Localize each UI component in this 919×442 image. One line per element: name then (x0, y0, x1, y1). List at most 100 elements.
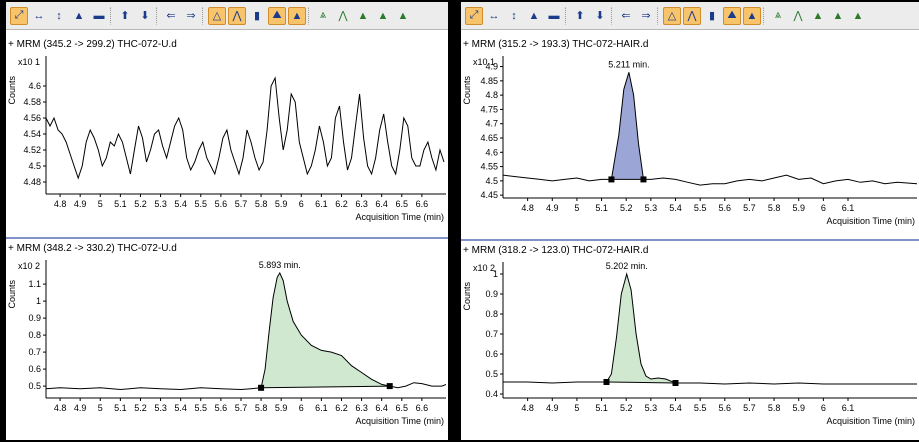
autoscale-icon[interactable]: ⤢ (10, 6, 28, 25)
peak-label-icon[interactable]: ▲ (73, 9, 85, 22)
compare-icon[interactable]: ▲ (832, 9, 844, 22)
integrate-icon[interactable]: △ (208, 6, 226, 25)
baseline-icon[interactable]: ▬ (93, 9, 105, 22)
y-tick-label: 4.75 (480, 104, 498, 114)
chromatogram-title: + MRM (345.2 -> 299.2) THC-072-U.d (8, 39, 177, 50)
zoom-peak-icon[interactable]: ▲ (397, 9, 409, 22)
smooth-icon[interactable]: ⩓ (319, 9, 327, 21)
y-tick-label: 4.5 (485, 176, 498, 186)
back-icon[interactable]: ⇐ (621, 10, 631, 22)
bar-chart-icon[interactable]: ▮ (253, 10, 261, 22)
baseline-icon[interactable]: ▬ (548, 9, 560, 22)
peak-find-icon[interactable]: ⛰ (723, 6, 741, 25)
y-tick-label: 0.5 (28, 381, 41, 391)
y-multiplier: x10 2 (473, 263, 495, 273)
x-tick-label: 5.1 (595, 203, 608, 213)
x-tick-label: 4.9 (546, 403, 559, 413)
x-tick-label: 5.2 (134, 403, 147, 413)
y-tick-label: 0.4 (485, 389, 498, 399)
chromatogram-plot: + MRM (348.2 -> 330.2) THC-072-U.d Counts… (7, 243, 446, 426)
x-tick-label: 5.7 (743, 203, 756, 213)
spectrum-icon[interactable]: ⋀ (793, 10, 803, 22)
right-chromatogram-window: ⤢ ↔ ↕ ▲ ▬ ⬆ ⬇ ⇐ ⇒ △ ⋀ ▮ ⛰ ▲ ⩓ ⋀ ▲ ▲ ▲ + MRM (315.2 -> 193.… (459, 0, 919, 442)
peak-find-icon[interactable]: ⛰ (268, 6, 286, 25)
integration-baseline (606, 381, 676, 384)
zoom-y-icon[interactable]: ↕ (56, 9, 62, 22)
export-icon[interactable]: ⬆ (575, 10, 585, 22)
y-tick-label: 0.7 (485, 329, 498, 339)
chromatogram-top[interactable]: + MRM (315.2 -> 193.3) THC-072-HAIR.d Cou… (461, 38, 919, 238)
x-tick-label: 4.9 (74, 199, 87, 209)
chromatogram-title: + MRM (318.2 -> 123.0) THC-072-HAIR.d (463, 245, 648, 256)
copy-icon[interactable]: ⬇ (595, 10, 605, 22)
x-tick-label: 5.3 (645, 403, 658, 413)
chromatogram-trace (503, 72, 917, 186)
chart-divider (6, 237, 448, 239)
y-tick-label: 1.1 (28, 279, 41, 289)
forward-icon[interactable]: ⇒ (186, 10, 196, 22)
integrate-icon[interactable]: △ (663, 6, 681, 25)
integrated-peak-area (261, 273, 390, 388)
back-icon[interactable]: ⇐ (166, 10, 176, 22)
integration-start-marker[interactable] (608, 176, 615, 183)
integration-start-marker[interactable] (258, 384, 265, 391)
y-tick-label: 0.9 (28, 313, 41, 323)
toolbar-separator (611, 6, 615, 25)
y-tick-label: 4.8 (485, 90, 498, 100)
zoom-peak-icon[interactable]: ▲ (852, 9, 864, 22)
peak-rt-label: 5.211 min. (608, 59, 649, 69)
x-tick-label: 5.4 (174, 403, 187, 413)
x-tick-label: 4.8 (521, 403, 534, 413)
x-tick-label: 4.8 (521, 203, 534, 213)
integration-end-marker[interactable] (672, 380, 679, 386)
integration-start-marker[interactable] (603, 379, 610, 385)
x-tick-label: 5.9 (275, 199, 288, 209)
x-axis-label: Acquisition Time (min) (355, 416, 444, 426)
threshold-icon[interactable]: ▲ (743, 6, 761, 25)
x-tick-label: 5.4 (669, 203, 682, 213)
manual-integrate-icon[interactable]: ⋀ (228, 6, 246, 25)
x-tick-label: 5.3 (645, 203, 658, 213)
export-icon[interactable]: ⬆ (120, 10, 130, 22)
left-chromatogram-window: ⤢ ↔ ↕ ▲ ▬ ⬆ ⬇ ⇐ ⇒ △ ⋀ ▮ ⛰ ▲ ⩓ ⋀ ▲ ▲ ▲ + MRM (345.2 -> 299.… (4, 0, 450, 442)
copy-icon[interactable]: ⬇ (140, 10, 150, 22)
zoom-x-icon[interactable]: ↔ (33, 9, 45, 22)
y-tick-label: 4.85 (480, 76, 498, 86)
overlay-icon[interactable]: ▲ (357, 9, 369, 22)
peak-label-icon[interactable]: ▲ (528, 9, 540, 22)
autoscale-icon[interactable]: ⤢ (465, 6, 483, 25)
chromatogram-bottom[interactable]: + MRM (348.2 -> 330.2) THC-072-U.d Counts… (6, 242, 448, 438)
chromatogram-title: + MRM (315.2 -> 193.3) THC-072-HAIR.d (463, 39, 648, 50)
overlay-icon[interactable]: ▲ (812, 9, 824, 22)
x-tick-label: 4.9 (546, 203, 559, 213)
spectrum-icon[interactable]: ⋀ (338, 10, 348, 22)
x-tick-label: 5.8 (768, 203, 781, 213)
zoom-y-icon[interactable]: ↕ (511, 9, 517, 22)
integration-end-marker[interactable] (386, 383, 393, 390)
x-tick-label: 6.1 (315, 199, 328, 209)
x-tick-label: 5.4 (174, 199, 187, 209)
y-tick-label: 0.9 (485, 289, 498, 299)
manual-integrate-icon[interactable]: ⋀ (683, 6, 701, 25)
forward-icon[interactable]: ⇒ (641, 10, 651, 22)
smooth-icon[interactable]: ⩓ (774, 9, 782, 21)
chromatogram-top[interactable]: + MRM (345.2 -> 299.2) THC-072-U.d Counts… (6, 38, 448, 234)
x-tick-label: 5.1 (114, 199, 127, 209)
y-tick-label: 0.6 (28, 364, 41, 374)
zoom-x-icon[interactable]: ↔ (488, 9, 500, 22)
x-tick-label: 5.5 (694, 403, 707, 413)
x-tick-label: 5.5 (195, 403, 208, 413)
x-tick-label: 5.9 (792, 403, 805, 413)
x-tick-label: 6.2 (335, 403, 348, 413)
chromatogram-bottom[interactable]: + MRM (318.2 -> 123.0) THC-072-HAIR.d Cou… (461, 244, 919, 438)
x-tick-label: 5.8 (255, 403, 268, 413)
integrated-peak-area (611, 72, 644, 180)
y-multiplier: x10 1 (18, 57, 40, 67)
y-tick-label: 4.7 (485, 119, 498, 129)
x-tick-label: 5.7 (235, 403, 248, 413)
bar-chart-icon[interactable]: ▮ (708, 10, 716, 22)
compare-icon[interactable]: ▲ (377, 9, 389, 22)
threshold-icon[interactable]: ▲ (288, 6, 306, 25)
integration-end-marker[interactable] (640, 176, 647, 183)
y-tick-label: 4.5 (28, 161, 41, 171)
